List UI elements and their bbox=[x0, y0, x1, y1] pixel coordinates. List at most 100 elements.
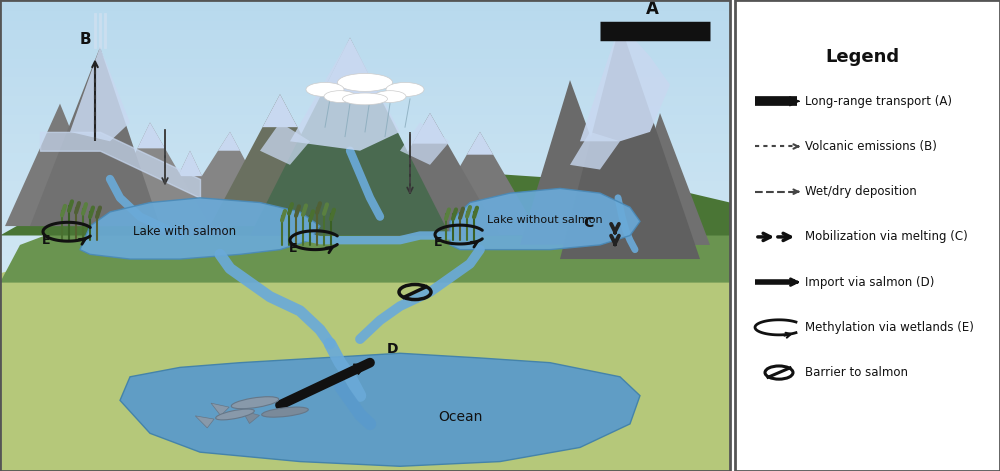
Bar bbox=[0, 339, 730, 349]
Text: D: D bbox=[387, 341, 399, 356]
Bar bbox=[0, 414, 730, 424]
Text: Lake without salmon: Lake without salmon bbox=[487, 215, 603, 226]
Text: Barrier to salmon: Barrier to salmon bbox=[805, 366, 908, 379]
Polygon shape bbox=[242, 411, 259, 423]
Text: Lake with salmon: Lake with salmon bbox=[133, 225, 237, 238]
Polygon shape bbox=[250, 38, 450, 236]
Bar bbox=[0, 283, 730, 292]
Bar bbox=[0, 236, 730, 245]
Bar bbox=[0, 405, 730, 414]
Bar bbox=[0, 57, 730, 66]
Ellipse shape bbox=[324, 90, 356, 103]
Polygon shape bbox=[320, 38, 380, 97]
Bar bbox=[0, 273, 730, 283]
Polygon shape bbox=[290, 38, 400, 151]
Text: Wet/dry deposition: Wet/dry deposition bbox=[805, 185, 917, 198]
Bar bbox=[735, 0, 1000, 471]
Bar bbox=[0, 264, 730, 273]
Ellipse shape bbox=[216, 409, 254, 420]
Bar bbox=[0, 170, 730, 179]
Text: B: B bbox=[79, 32, 91, 47]
Bar bbox=[0, 358, 730, 367]
Text: Volcanic emissions (B): Volcanic emissions (B) bbox=[805, 140, 937, 153]
Polygon shape bbox=[211, 403, 229, 416]
Polygon shape bbox=[400, 122, 450, 165]
Polygon shape bbox=[120, 353, 640, 466]
Text: Methylation via wetlands (E): Methylation via wetlands (E) bbox=[805, 321, 974, 334]
Bar bbox=[0, 462, 730, 471]
Bar bbox=[0, 226, 730, 236]
Bar bbox=[0, 0, 730, 471]
Bar bbox=[0, 452, 730, 462]
Text: Legend: Legend bbox=[825, 48, 899, 65]
Polygon shape bbox=[520, 80, 630, 245]
Bar bbox=[0, 75, 730, 85]
Bar bbox=[0, 386, 730, 396]
Bar bbox=[0, 443, 730, 452]
Text: A: A bbox=[646, 0, 658, 18]
Polygon shape bbox=[262, 94, 298, 127]
Bar bbox=[0, 151, 730, 160]
Polygon shape bbox=[0, 184, 730, 283]
Bar bbox=[0, 424, 730, 433]
Bar bbox=[0, 160, 730, 170]
Text: E: E bbox=[434, 236, 442, 249]
Polygon shape bbox=[100, 122, 210, 226]
Polygon shape bbox=[210, 94, 350, 226]
Bar bbox=[0, 433, 730, 443]
Polygon shape bbox=[178, 151, 202, 176]
Bar bbox=[0, 66, 730, 75]
Polygon shape bbox=[70, 47, 130, 141]
Polygon shape bbox=[620, 113, 710, 245]
Bar bbox=[0, 377, 730, 386]
Bar bbox=[0, 38, 730, 47]
Bar bbox=[0, 94, 730, 104]
Bar bbox=[0, 47, 730, 57]
Bar bbox=[0, 9, 730, 19]
Polygon shape bbox=[570, 132, 620, 170]
Ellipse shape bbox=[306, 82, 344, 97]
Bar bbox=[0, 292, 730, 301]
Bar bbox=[0, 104, 730, 113]
Text: Mobilization via melting (C): Mobilization via melting (C) bbox=[805, 230, 968, 244]
Polygon shape bbox=[80, 198, 320, 259]
Bar bbox=[0, 141, 730, 151]
Polygon shape bbox=[150, 151, 230, 236]
Bar bbox=[0, 28, 730, 38]
Polygon shape bbox=[195, 416, 214, 428]
Polygon shape bbox=[420, 132, 540, 236]
Bar bbox=[0, 122, 730, 132]
Text: Long-range transport (A): Long-range transport (A) bbox=[805, 95, 952, 108]
Bar bbox=[0, 207, 730, 217]
Polygon shape bbox=[467, 132, 493, 154]
Polygon shape bbox=[30, 47, 160, 226]
Bar bbox=[0, 396, 730, 405]
Bar bbox=[0, 245, 730, 254]
Bar bbox=[0, 113, 730, 122]
Text: Ocean: Ocean bbox=[438, 410, 482, 424]
Text: E: E bbox=[42, 234, 50, 247]
Bar bbox=[735, 0, 1000, 471]
Polygon shape bbox=[170, 132, 280, 226]
Bar bbox=[0, 367, 730, 377]
Bar bbox=[0, 0, 730, 9]
Ellipse shape bbox=[262, 407, 308, 417]
Polygon shape bbox=[260, 122, 310, 165]
Bar bbox=[0, 198, 730, 207]
Polygon shape bbox=[580, 24, 670, 141]
Bar bbox=[0, 132, 730, 141]
Polygon shape bbox=[218, 132, 240, 151]
Bar bbox=[0, 19, 730, 28]
Text: C: C bbox=[583, 216, 593, 230]
Bar bbox=[0, 217, 730, 226]
Ellipse shape bbox=[231, 397, 279, 409]
Polygon shape bbox=[5, 104, 110, 226]
Text: E: E bbox=[289, 242, 297, 255]
Bar bbox=[0, 254, 730, 264]
Polygon shape bbox=[360, 113, 500, 236]
Bar bbox=[0, 320, 730, 330]
Ellipse shape bbox=[342, 93, 388, 105]
Bar bbox=[0, 330, 730, 339]
Polygon shape bbox=[0, 236, 730, 471]
Bar bbox=[0, 188, 730, 198]
